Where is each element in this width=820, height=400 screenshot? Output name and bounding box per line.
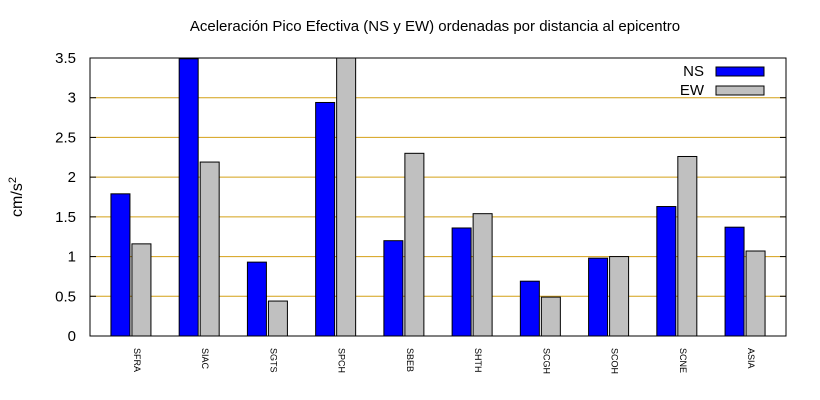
legend-label-ns: NS [683,63,704,80]
x-tick-label-sgts: SGTS [268,348,278,373]
y-tick-label-0: 0 [68,328,76,345]
x-tick-label-siac: SIAC [200,348,210,370]
bar-ew-asia [745,250,766,337]
bar-ns-spch [315,101,336,337]
y-tick-label-4: 2 [68,169,76,186]
bar-ew-sgts [267,300,288,337]
y-tick-label-5: 2.5 [55,129,76,146]
legend: NS EW [680,63,765,99]
bar-ew-siac [199,161,220,337]
plot-frame [89,57,787,337]
bar-ns-sbeb [383,240,404,337]
bar-ns-sgts [246,261,267,337]
bar-ns-scne [656,206,677,337]
y-axis-label-unit: cm/s [9,183,26,217]
y-tick-label-6: 3 [68,90,76,107]
chart-title: Aceleración Pico Efectiva (NS y EW) orde… [190,18,680,35]
bar-ns-scoh [588,257,609,337]
legend-label-ew: EW [680,82,705,99]
y-tick-label-1: 0.5 [55,288,76,305]
bar-ew-sfra [131,243,152,337]
bar-ns-shth [451,227,472,337]
bar-ew-shth [472,213,493,337]
x-tick-label-sfra: SFRA [132,348,142,372]
x-tick-label-shth: SHTH [473,348,483,373]
bar-ew-scoh [609,256,630,337]
bar-ew-spch [336,57,357,337]
axes: 0 0.5 1 1.5 2 2.5 3 3.5 SFRA SIAC SGTS SPCH SBEB SHTH… [55,50,787,374]
y-tick-label-3: 1.5 [55,209,76,226]
y-tick-label-7: 3.5 [55,50,76,67]
legend-swatch-ew [715,85,765,96]
bar-ew-scne [677,155,698,337]
y-tick-label-2: 1 [68,249,76,266]
y-axis-label-exponent: 2 [7,177,19,183]
x-tick-label-spch: SPCH [337,348,347,373]
bar-ns-siac [178,58,199,337]
x-tick-label-scoh: SCOH [610,348,620,374]
bar-ew-scgh [540,296,561,337]
bar-ew-sbeb [404,152,425,337]
bar-ns-sfra [110,193,131,337]
bar-ns-asia [724,226,745,337]
y-axis-label: cm/s2 [7,177,26,217]
bars [110,57,766,337]
x-tick-label-scgh: SCGH [541,348,551,374]
x-tick-label-sbeb: SBEB [405,348,415,372]
legend-swatch-ns [715,66,765,77]
x-tick-label-asia: ASIA [746,348,756,369]
x-tick-label-scne: SCNE [678,348,688,373]
bar-ns-scgh [519,280,540,337]
